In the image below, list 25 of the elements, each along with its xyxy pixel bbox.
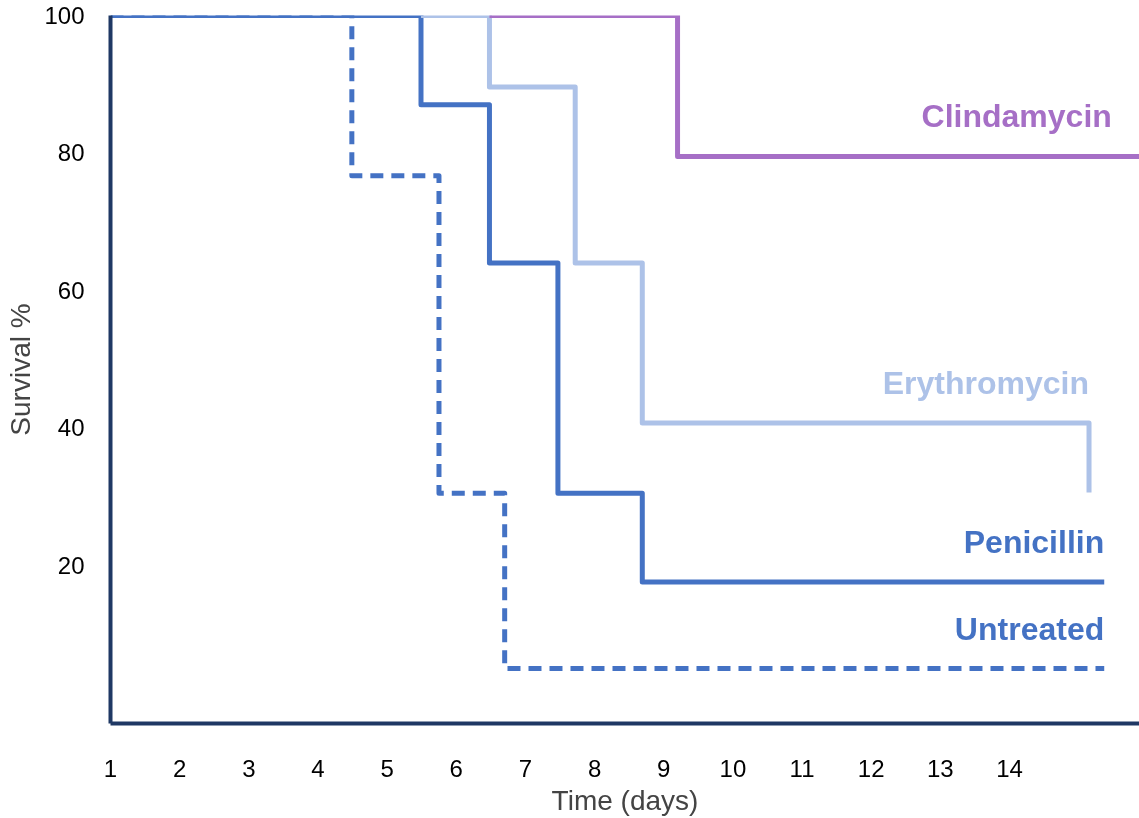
x-tick-label: 8 xyxy=(587,754,602,782)
x-tick-label: 9 xyxy=(657,754,671,782)
y-tick-label: 40 xyxy=(57,414,85,442)
x-tick-label: 1 xyxy=(103,754,118,782)
x-tick-label: 11 xyxy=(789,754,815,782)
x-tick-label: 13 xyxy=(926,754,954,782)
y-tick-label: 20 xyxy=(57,551,85,579)
x-tick-label: 6 xyxy=(449,754,463,782)
x-tick-label: 4 xyxy=(311,754,325,782)
x-tick-label: 5 xyxy=(380,754,394,782)
x-tick-label: 10 xyxy=(719,754,747,782)
y-axis-title: Survival % xyxy=(5,303,37,436)
y-tick-label: 100 xyxy=(44,2,85,29)
y-tick-label: 80 xyxy=(57,139,85,167)
series-label: Clindamycin xyxy=(921,98,1112,135)
x-tick-label: 7 xyxy=(518,754,533,782)
x-axis-title: Time (days) xyxy=(551,784,699,816)
x-tick-label: 12 xyxy=(857,754,885,782)
y-tick-label: 60 xyxy=(57,276,85,304)
x-tick-label: 14 xyxy=(996,754,1023,782)
series-label: Erythromycin xyxy=(882,365,1090,402)
x-tick-label: 2 xyxy=(172,754,187,782)
series-label: Untreated xyxy=(954,610,1105,647)
x-tick-label: 3 xyxy=(242,754,256,782)
series-label: Penicillin xyxy=(963,523,1105,560)
